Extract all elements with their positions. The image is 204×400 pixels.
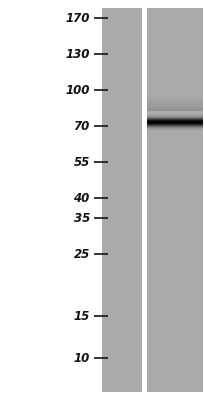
Bar	[147, 129, 203, 130]
Bar	[147, 131, 203, 132]
Bar	[147, 116, 203, 117]
Bar	[147, 114, 203, 115]
Bar	[147, 130, 203, 131]
Text: 100: 100	[65, 84, 90, 96]
Bar	[147, 100, 203, 101]
Bar	[147, 96, 203, 98]
Bar	[147, 112, 203, 113]
Bar	[147, 120, 203, 121]
Bar	[147, 127, 203, 128]
Bar	[147, 103, 203, 104]
Text: 55: 55	[73, 156, 90, 168]
Bar	[147, 119, 203, 120]
Text: 70: 70	[73, 120, 90, 132]
Bar	[147, 105, 203, 106]
Bar	[147, 123, 203, 124]
Bar	[147, 121, 203, 122]
Bar	[147, 115, 203, 116]
Bar	[147, 102, 203, 103]
Bar	[147, 118, 203, 119]
Bar	[147, 113, 203, 114]
Bar	[147, 106, 203, 108]
Text: 130: 130	[65, 48, 90, 60]
Bar	[147, 126, 203, 127]
Bar	[147, 105, 203, 106]
Bar	[147, 116, 203, 117]
Text: 40: 40	[73, 192, 90, 204]
Bar	[147, 114, 203, 115]
Bar	[147, 121, 203, 122]
Bar	[147, 119, 203, 120]
Bar	[147, 103, 203, 104]
Bar	[147, 96, 203, 97]
Bar	[147, 98, 203, 100]
Bar	[147, 99, 203, 100]
Bar	[147, 125, 203, 126]
Bar	[147, 95, 203, 96]
Bar	[147, 126, 203, 127]
Bar	[147, 130, 203, 131]
Bar	[147, 128, 203, 129]
Bar	[147, 117, 203, 118]
Bar	[147, 100, 203, 101]
Bar	[147, 108, 203, 109]
Bar	[147, 124, 203, 125]
Bar	[147, 123, 203, 124]
Bar	[147, 120, 203, 121]
Bar	[147, 122, 203, 123]
Bar	[147, 126, 203, 127]
Bar	[147, 119, 203, 120]
Text: 170: 170	[65, 12, 90, 24]
Bar	[147, 102, 203, 103]
Bar	[147, 109, 203, 110]
Bar	[147, 97, 203, 98]
Bar	[147, 113, 203, 114]
Bar	[147, 104, 203, 105]
Bar	[147, 110, 203, 111]
Bar	[147, 128, 203, 129]
Bar	[147, 115, 203, 116]
Bar	[147, 110, 203, 112]
Text: 15: 15	[73, 310, 90, 322]
Bar	[147, 122, 203, 123]
Bar	[147, 124, 203, 125]
Bar	[147, 118, 203, 119]
Bar	[147, 127, 203, 128]
Bar	[147, 112, 203, 113]
Text: 25: 25	[73, 248, 90, 260]
Bar	[147, 112, 203, 113]
Bar	[102, 8, 142, 392]
Bar	[147, 106, 203, 107]
Bar	[147, 124, 203, 125]
Bar	[147, 98, 203, 99]
Bar	[147, 108, 203, 110]
Bar	[147, 8, 203, 392]
Bar	[147, 117, 203, 118]
Bar	[147, 107, 203, 108]
Bar	[147, 114, 203, 115]
Text: 10: 10	[73, 352, 90, 364]
Bar	[147, 131, 203, 132]
Bar	[142, 8, 147, 392]
Text: 35: 35	[73, 212, 90, 224]
Bar	[147, 132, 203, 133]
Bar	[147, 115, 203, 116]
Bar	[147, 120, 203, 121]
Bar	[147, 101, 203, 102]
Bar	[147, 129, 203, 130]
Bar	[147, 127, 203, 128]
Bar	[147, 121, 203, 122]
Bar	[147, 113, 203, 114]
Bar	[147, 118, 203, 119]
Bar	[147, 125, 203, 126]
